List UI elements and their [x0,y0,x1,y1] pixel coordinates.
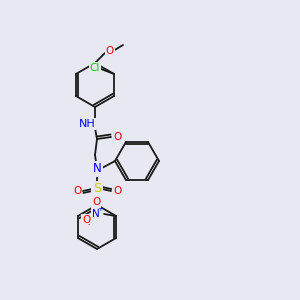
Text: +: + [97,206,103,212]
Text: S: S [93,182,101,196]
Text: Cl: Cl [90,63,100,73]
Text: O: O [113,132,121,142]
Text: NH: NH [79,119,95,129]
Text: O: O [82,215,90,225]
Text: O: O [106,46,114,56]
Text: O: O [92,197,100,207]
Text: N: N [92,209,100,219]
Text: O: O [73,186,81,196]
Text: -: - [88,221,90,227]
Text: N: N [93,163,101,176]
Text: O: O [113,186,121,196]
